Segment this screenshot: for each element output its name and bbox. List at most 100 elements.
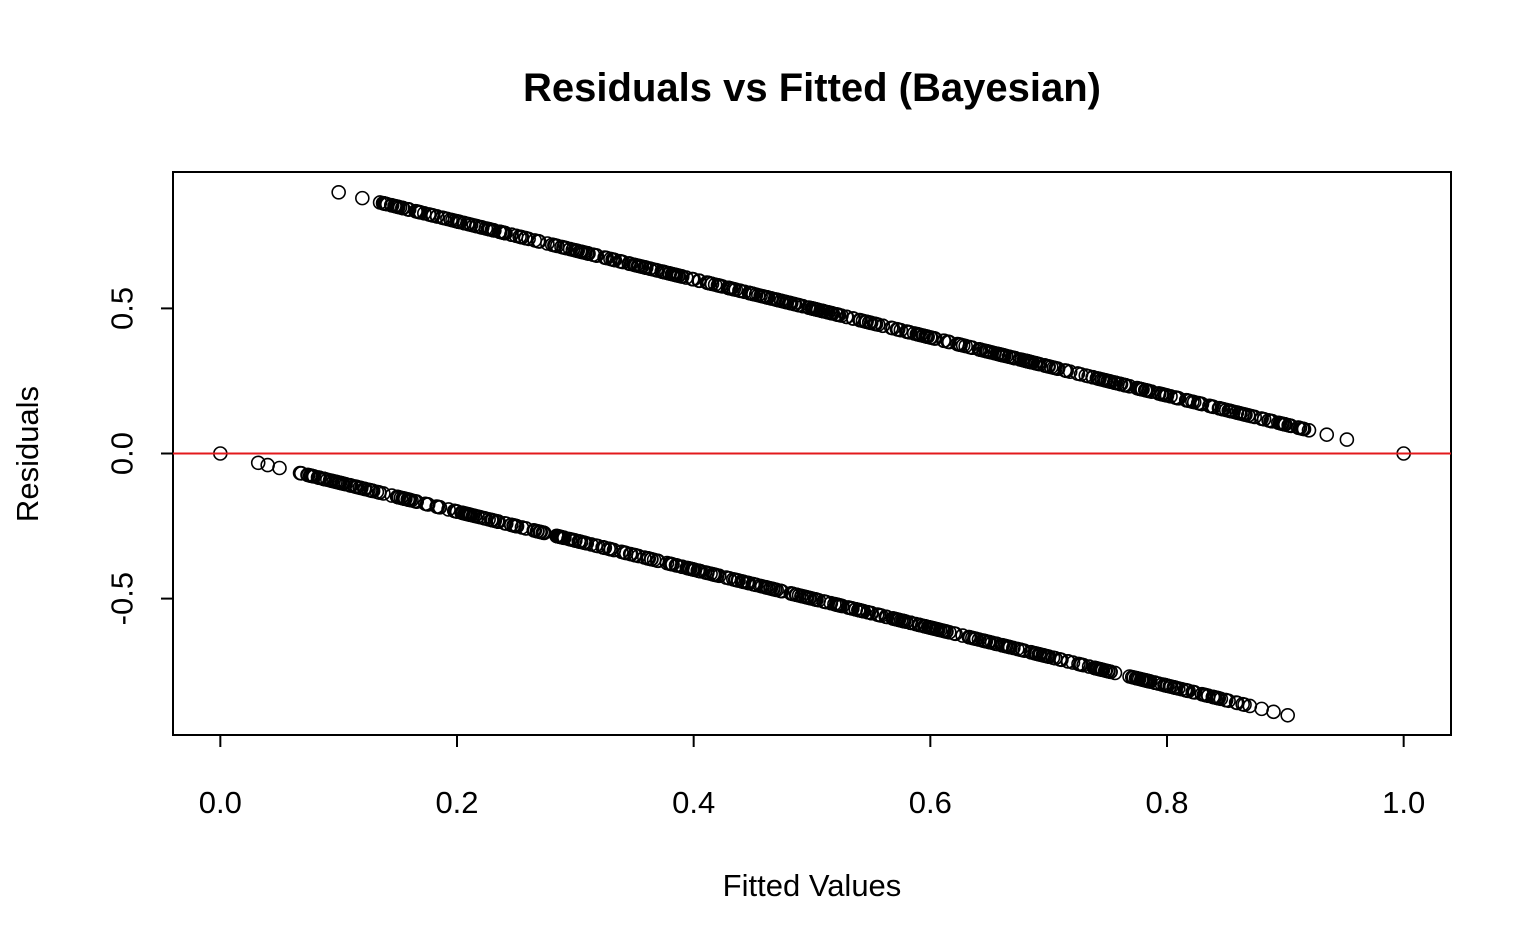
data-point bbox=[1277, 417, 1293, 432]
data-point bbox=[342, 477, 358, 493]
data-point bbox=[349, 479, 365, 495]
chart-title: Residuals vs Fitted (Bayesian) bbox=[523, 66, 1101, 110]
data-point bbox=[813, 303, 828, 318]
data-point bbox=[1071, 656, 1086, 672]
data-point bbox=[690, 563, 706, 578]
data-point bbox=[873, 608, 889, 623]
data-point bbox=[640, 550, 655, 566]
data-point bbox=[606, 542, 622, 558]
y-tick-label: 0.0 bbox=[105, 432, 140, 475]
data-point bbox=[536, 525, 552, 541]
data-point bbox=[576, 535, 591, 550]
data-point bbox=[1052, 652, 1068, 667]
data-point bbox=[903, 615, 918, 631]
data-point bbox=[557, 530, 572, 546]
scatter-points bbox=[213, 185, 1411, 723]
data-point bbox=[950, 336, 965, 352]
data-point bbox=[1078, 368, 1094, 383]
data-point bbox=[440, 211, 455, 227]
data-point bbox=[1292, 420, 1308, 436]
data-point bbox=[866, 316, 882, 331]
data-point bbox=[1038, 648, 1053, 664]
data-point bbox=[913, 327, 928, 343]
data-point bbox=[831, 307, 847, 323]
data-point bbox=[1174, 681, 1189, 697]
data-point bbox=[272, 460, 287, 476]
data-point bbox=[846, 311, 861, 326]
data-point bbox=[484, 512, 499, 528]
data-point bbox=[504, 227, 519, 242]
data-point bbox=[1006, 640, 1021, 656]
data-point bbox=[1137, 673, 1153, 688]
x-axis: 0.0 0.2 0.4 0.6 0.8 1.0 bbox=[199, 734, 1425, 820]
data-point bbox=[518, 230, 533, 246]
data-point bbox=[570, 243, 586, 259]
data-point bbox=[1187, 685, 1203, 700]
data-point bbox=[1254, 701, 1269, 717]
data-point bbox=[1222, 403, 1237, 419]
data-point bbox=[795, 298, 811, 314]
data-point bbox=[655, 264, 671, 280]
data-point bbox=[578, 245, 593, 261]
data-point bbox=[1228, 695, 1244, 710]
data-point bbox=[326, 473, 341, 489]
data-point bbox=[884, 320, 899, 336]
data-point bbox=[395, 490, 411, 506]
data-point bbox=[1193, 396, 1208, 411]
data-point bbox=[830, 597, 845, 613]
data-point bbox=[704, 276, 720, 292]
data-point bbox=[388, 199, 404, 214]
data-point bbox=[293, 466, 309, 481]
data-point bbox=[978, 633, 993, 649]
data-point bbox=[626, 257, 642, 273]
data-point bbox=[779, 294, 795, 310]
data-point bbox=[1213, 691, 1229, 707]
x-tick-label: 0.0 bbox=[199, 785, 242, 820]
data-point bbox=[759, 290, 775, 305]
data-point bbox=[964, 340, 980, 355]
y-axis: -0.5 0.0 0.5 bbox=[105, 287, 174, 625]
data-point bbox=[642, 261, 658, 276]
data-point bbox=[1151, 386, 1166, 401]
data-point bbox=[409, 204, 425, 219]
data-point bbox=[472, 219, 488, 235]
data-point bbox=[715, 279, 730, 294]
data-point bbox=[1037, 358, 1053, 373]
data-point bbox=[1244, 408, 1259, 424]
data-point bbox=[754, 579, 770, 594]
data-point bbox=[490, 514, 505, 529]
y-tick-label: -0.5 bbox=[105, 572, 140, 625]
data-point bbox=[623, 546, 639, 562]
data-point bbox=[705, 567, 721, 582]
data-point bbox=[1235, 696, 1250, 712]
data-point bbox=[527, 233, 543, 248]
data-point bbox=[1113, 376, 1129, 392]
data-point bbox=[331, 185, 346, 200]
data-point bbox=[463, 217, 479, 233]
data-point bbox=[605, 252, 621, 267]
data-point bbox=[1185, 394, 1200, 409]
data-point bbox=[550, 528, 565, 544]
x-tick-label: 1.0 bbox=[1382, 785, 1425, 820]
x-axis-label: Fitted Values bbox=[723, 868, 902, 903]
data-point bbox=[662, 266, 677, 281]
data-point bbox=[487, 223, 502, 238]
data-point bbox=[971, 342, 987, 357]
data-point bbox=[355, 190, 370, 206]
data-point bbox=[1339, 432, 1355, 447]
data-point bbox=[556, 240, 572, 255]
data-point bbox=[875, 318, 891, 334]
data-point bbox=[806, 301, 822, 317]
data-point bbox=[728, 282, 744, 298]
data-point bbox=[753, 288, 768, 304]
data-point bbox=[646, 552, 662, 568]
data-point bbox=[1215, 401, 1231, 417]
y-tick-label: 0.5 bbox=[105, 287, 140, 330]
data-point bbox=[746, 286, 761, 302]
data-point bbox=[773, 583, 789, 599]
data-point bbox=[365, 483, 380, 499]
data-point bbox=[1094, 662, 1110, 677]
data-point bbox=[941, 334, 957, 350]
